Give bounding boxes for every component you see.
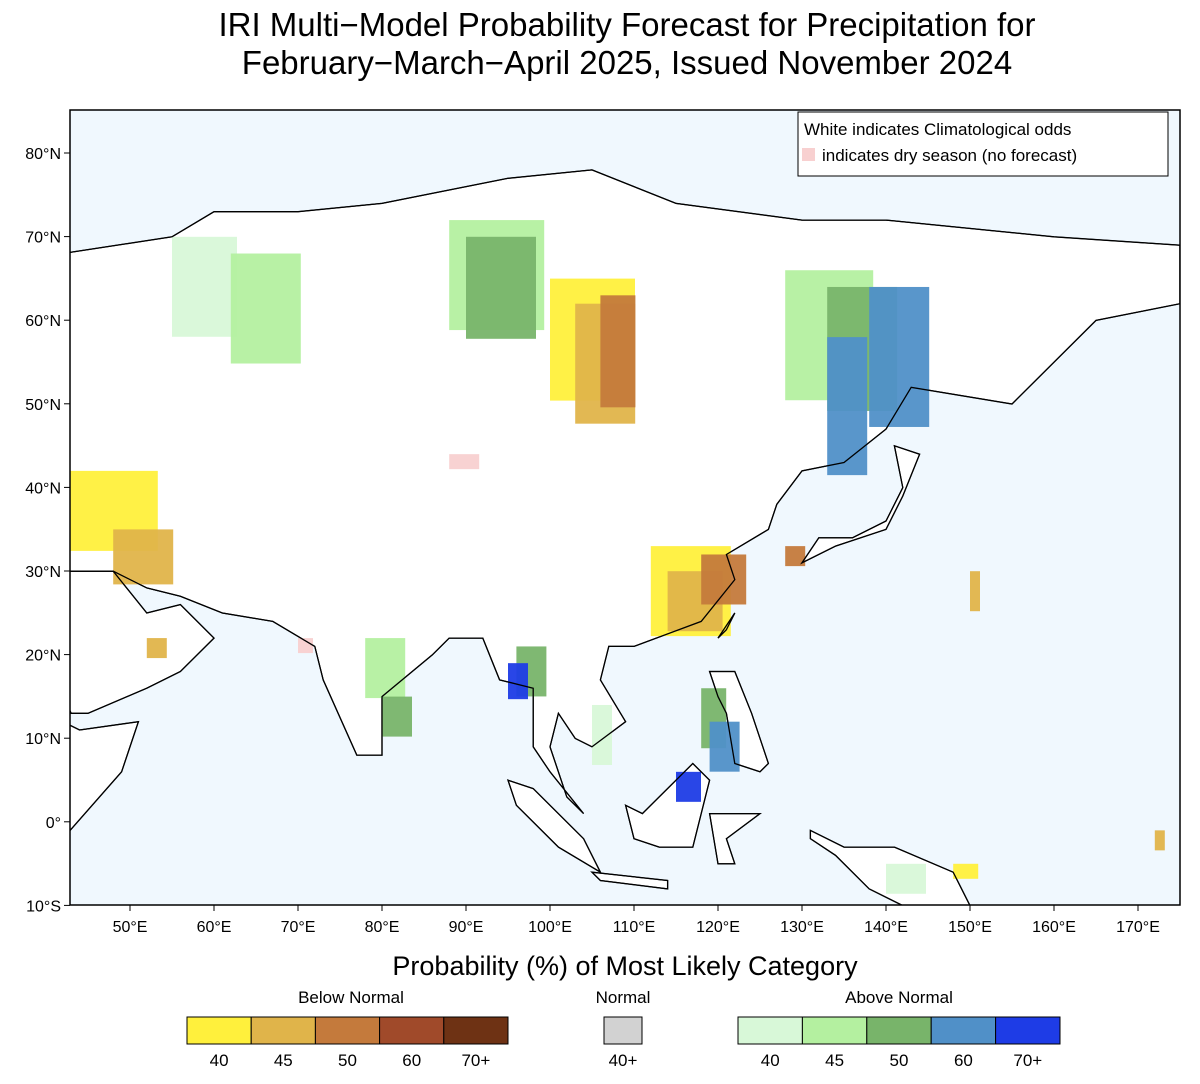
map-frame xyxy=(69,109,1181,906)
forecast-patch xyxy=(953,863,979,879)
lat-tick-label: 40°N xyxy=(25,480,61,497)
title-line-2: February−March−April 2025, Issued Novemb… xyxy=(242,44,1012,81)
forecast-patch xyxy=(827,337,868,476)
forecast-patch xyxy=(449,454,480,470)
forecast-patch xyxy=(466,236,536,339)
forecast-patch xyxy=(365,638,406,699)
coastline xyxy=(590,871,669,890)
legend-swatch xyxy=(603,1016,643,1045)
coastline xyxy=(70,570,215,714)
coastline xyxy=(506,779,602,874)
note-box xyxy=(797,111,1169,177)
coastline xyxy=(70,720,140,832)
forecast-patch xyxy=(508,663,528,700)
coastline xyxy=(624,762,711,848)
lat-tick-label: 60°N xyxy=(25,313,61,330)
coastline xyxy=(717,612,736,639)
legend-swatch xyxy=(250,1016,316,1045)
legend-swatch xyxy=(866,1016,932,1045)
legend-swatch xyxy=(801,1016,868,1045)
legend-swatch-label: 60 xyxy=(402,1051,421,1070)
lon-tick-label: 160°E xyxy=(1032,919,1076,936)
lon-tick-label: 110°E xyxy=(613,919,656,936)
legend-swatch-label: 40+ xyxy=(609,1051,638,1070)
forecast-patch xyxy=(298,638,313,654)
lon-tick-label: 70°E xyxy=(281,919,316,936)
map-area xyxy=(70,110,1180,905)
lon-tick-label: 170°E xyxy=(1116,919,1160,936)
forecast-patch xyxy=(172,236,237,337)
legend-swatch xyxy=(443,1016,509,1045)
forecast-patch xyxy=(600,295,636,408)
legend-swatch-label: 45 xyxy=(825,1051,844,1070)
forecast-patch xyxy=(230,253,301,364)
legend-swatch-label: 50 xyxy=(890,1051,909,1070)
forecast-patch xyxy=(592,704,612,765)
legend-group-name: Normal xyxy=(596,988,651,1007)
legend-swatch xyxy=(995,1016,1061,1045)
note-climatology: White indicates Climatological odds xyxy=(804,120,1071,139)
lat-tick-label: 20°N xyxy=(25,648,61,665)
lat-tick-label: 70°N xyxy=(25,230,61,247)
lon-tick-label: 90°E xyxy=(449,919,484,936)
legend-swatch xyxy=(930,1016,997,1045)
lat-tick-label: 10°N xyxy=(25,731,61,748)
title-line-1: IRI Multi−Model Probability Forecast for… xyxy=(218,6,1035,43)
forecast-patch xyxy=(382,696,412,737)
dry-season-swatch xyxy=(802,148,815,161)
lon-tick-label: 150°E xyxy=(948,919,992,936)
forecast-patch xyxy=(701,554,747,605)
lat-tick-label: 80°N xyxy=(25,146,61,163)
legend-swatch-label: 45 xyxy=(274,1051,293,1070)
legend-swatch-label: 40 xyxy=(210,1051,229,1070)
lon-tick-label: 140°E xyxy=(864,919,908,936)
legend-swatch-label: 50 xyxy=(338,1051,357,1070)
lon-tick-label: 120°E xyxy=(696,919,740,936)
lon-tick-label: 50°E xyxy=(113,919,148,936)
lon-tick-label: 130°E xyxy=(780,919,824,936)
forecast-patch xyxy=(970,571,980,612)
forecast-patch xyxy=(146,638,167,659)
coastline xyxy=(708,812,762,865)
lon-tick-label: 60°E xyxy=(197,919,232,936)
legend-swatch-label: 70+ xyxy=(461,1051,490,1070)
coastline xyxy=(809,829,971,905)
legend-swatch xyxy=(737,1016,803,1045)
legend-group-name: Below Normal xyxy=(298,988,404,1007)
coastline xyxy=(70,169,1180,815)
forecast-patch xyxy=(1154,830,1165,851)
note-dry-season: indicates dry season (no forecast) xyxy=(822,146,1077,165)
forecast-patch xyxy=(886,863,926,894)
lat-tick-label: 50°N xyxy=(25,397,61,414)
coastline xyxy=(708,670,770,773)
lat-tick-label: 0° xyxy=(46,815,61,832)
legend-title: Probability (%) of Most Likely Category xyxy=(392,951,858,981)
lon-tick-label: 100°E xyxy=(528,919,572,936)
lat-tick-label: 10°S xyxy=(26,898,61,915)
legend-swatch xyxy=(314,1016,381,1045)
legend-group-name: Above Normal xyxy=(845,988,953,1007)
forecast-patch xyxy=(785,546,806,567)
legend-swatch xyxy=(186,1016,252,1045)
lon-tick-label: 80°E xyxy=(365,919,400,936)
lat-tick-label: 30°N xyxy=(25,564,61,581)
forecast-patch xyxy=(113,529,174,585)
legend-swatch-label: 60 xyxy=(954,1051,973,1070)
legend-swatch-label: 40 xyxy=(761,1051,780,1070)
forecast-patch xyxy=(869,286,930,427)
legend-swatch-label: 70+ xyxy=(1013,1051,1042,1070)
coastline xyxy=(800,444,921,565)
legend-swatch xyxy=(379,1016,445,1045)
